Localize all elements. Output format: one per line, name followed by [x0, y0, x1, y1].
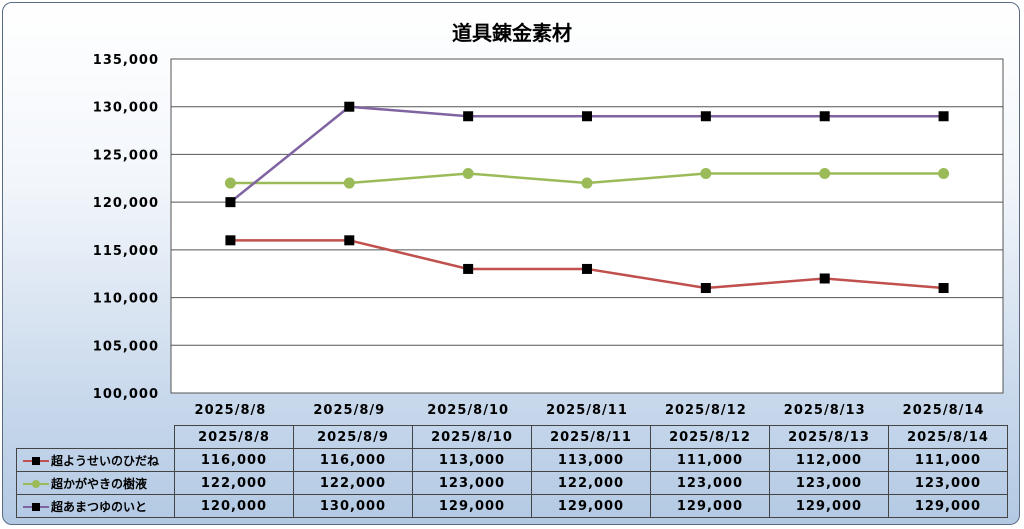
data-point	[700, 111, 711, 122]
data-point	[938, 111, 949, 122]
table-value-cell: 129,000	[531, 494, 651, 518]
data-point	[463, 263, 474, 274]
x-tick-label: 2025/8/12	[665, 403, 747, 418]
chart-title: 道具錬金素材	[452, 21, 572, 45]
table-value-cell: 129,000	[888, 494, 1008, 518]
table-value-cell: 113,000	[531, 448, 651, 472]
x-tick-label: 2025/8/14	[903, 403, 985, 418]
x-tick-label: 2025/8/10	[427, 403, 509, 418]
table-header-cell: 2025/8/14	[888, 425, 1008, 449]
data-point	[819, 273, 830, 284]
series-name: 超かがやきの樹液	[51, 476, 148, 491]
table-value-cell: 129,000	[412, 494, 532, 518]
data-point	[224, 177, 236, 189]
table-value-cell: 123,000	[888, 471, 1008, 495]
series-label-cell: 超かがやきの樹液	[16, 471, 175, 495]
table-value-cell: 122,000	[531, 471, 651, 495]
series-name: 超あまつゆのいと	[51, 499, 148, 514]
table-row: 超あまつゆのいと 120,000 130,000 129,000 129,000 129,…	[16, 494, 1008, 518]
y-tick-label: 125,000	[93, 148, 159, 163]
legend-key-icon	[23, 502, 49, 512]
table-header-cell: 2025/8/11	[531, 425, 651, 449]
table-value-cell: 129,000	[769, 494, 889, 518]
y-tick-label: 115,000	[93, 244, 159, 259]
x-tick-label: 2025/8/11	[546, 403, 628, 418]
table-value-cell: 129,000	[650, 494, 770, 518]
y-tick-label: 120,000	[93, 196, 159, 211]
x-tick-label: 2025/8/8	[195, 403, 267, 418]
table-header-cell: 2025/8/13	[769, 425, 889, 449]
data-point	[700, 168, 712, 180]
legend-key-icon	[23, 456, 49, 466]
table-value-cell: 123,000	[769, 471, 889, 495]
data-point	[225, 197, 236, 208]
table-value-cell: 120,000	[174, 494, 294, 518]
data-point	[582, 263, 592, 274]
table-value-cell: 122,000	[174, 471, 294, 495]
legend-key-icon	[23, 479, 49, 489]
table-value-cell: 116,000	[174, 448, 294, 472]
table-value-cell: 123,000	[650, 471, 770, 495]
table-value-cell: 116,000	[293, 448, 413, 472]
line-chart: 100,000 105,000 110,000 115,000 120,000 125,0…	[93, 53, 1004, 418]
table-row: 超ようせいのひだね 116,000 116,000 113,000 113,000 111…	[16, 448, 1008, 472]
data-point	[344, 101, 355, 112]
table-value-cell: 111,000	[650, 448, 770, 472]
table-value-cell: 122,000	[293, 471, 413, 495]
data-point	[462, 168, 474, 180]
data-point	[819, 111, 830, 122]
table-row: 超かがやきの樹液 122,000 122,000 123,000 122,000 123,…	[16, 471, 1008, 495]
plot-area	[170, 58, 1004, 394]
y-tick-label: 105,000	[93, 339, 159, 354]
y-tick-label: 110,000	[93, 292, 159, 307]
series-label-cell: 超あまつゆのいと	[16, 494, 175, 518]
series-label-cell: 超ようせいのひだね	[16, 448, 175, 472]
data-point	[819, 168, 831, 180]
table-value-cell: 123,000	[412, 471, 532, 495]
table-header-cell: 2025/8/8	[174, 425, 294, 449]
table-header-row: 2025/8/8 2025/8/9 2025/8/10 2025/8/11 2025/8…	[17, 425, 1008, 449]
data-point	[344, 235, 355, 246]
table-value-cell: 113,000	[412, 448, 532, 472]
table-value-cell: 112,000	[769, 448, 889, 472]
table-value-cell: 130,000	[293, 494, 413, 518]
data-point	[463, 111, 474, 122]
table-corner	[17, 426, 175, 449]
table-header-cell: 2025/8/9	[293, 425, 413, 449]
data-point	[938, 283, 949, 294]
y-tick-label: 130,000	[93, 101, 159, 116]
data-point	[582, 111, 592, 122]
data-point	[343, 177, 355, 189]
table-header-cell: 2025/8/10	[412, 425, 532, 449]
x-tick-label: 2025/8/13	[784, 403, 866, 418]
data-point	[700, 283, 711, 294]
table-header-cell: 2025/8/12	[650, 425, 770, 449]
data-point	[581, 177, 593, 189]
data-point	[225, 235, 236, 246]
data-table: 2025/8/8 2025/8/9 2025/8/10 2025/8/11 2025/8…	[16, 425, 1008, 518]
y-tick-label: 135,000	[93, 53, 159, 68]
x-tick-label: 2025/8/9	[313, 403, 385, 418]
table-value-cell: 111,000	[888, 448, 1008, 472]
series-name: 超ようせいのひだね	[51, 453, 160, 468]
y-tick-label: 100,000	[93, 387, 159, 402]
data-point	[938, 168, 950, 180]
